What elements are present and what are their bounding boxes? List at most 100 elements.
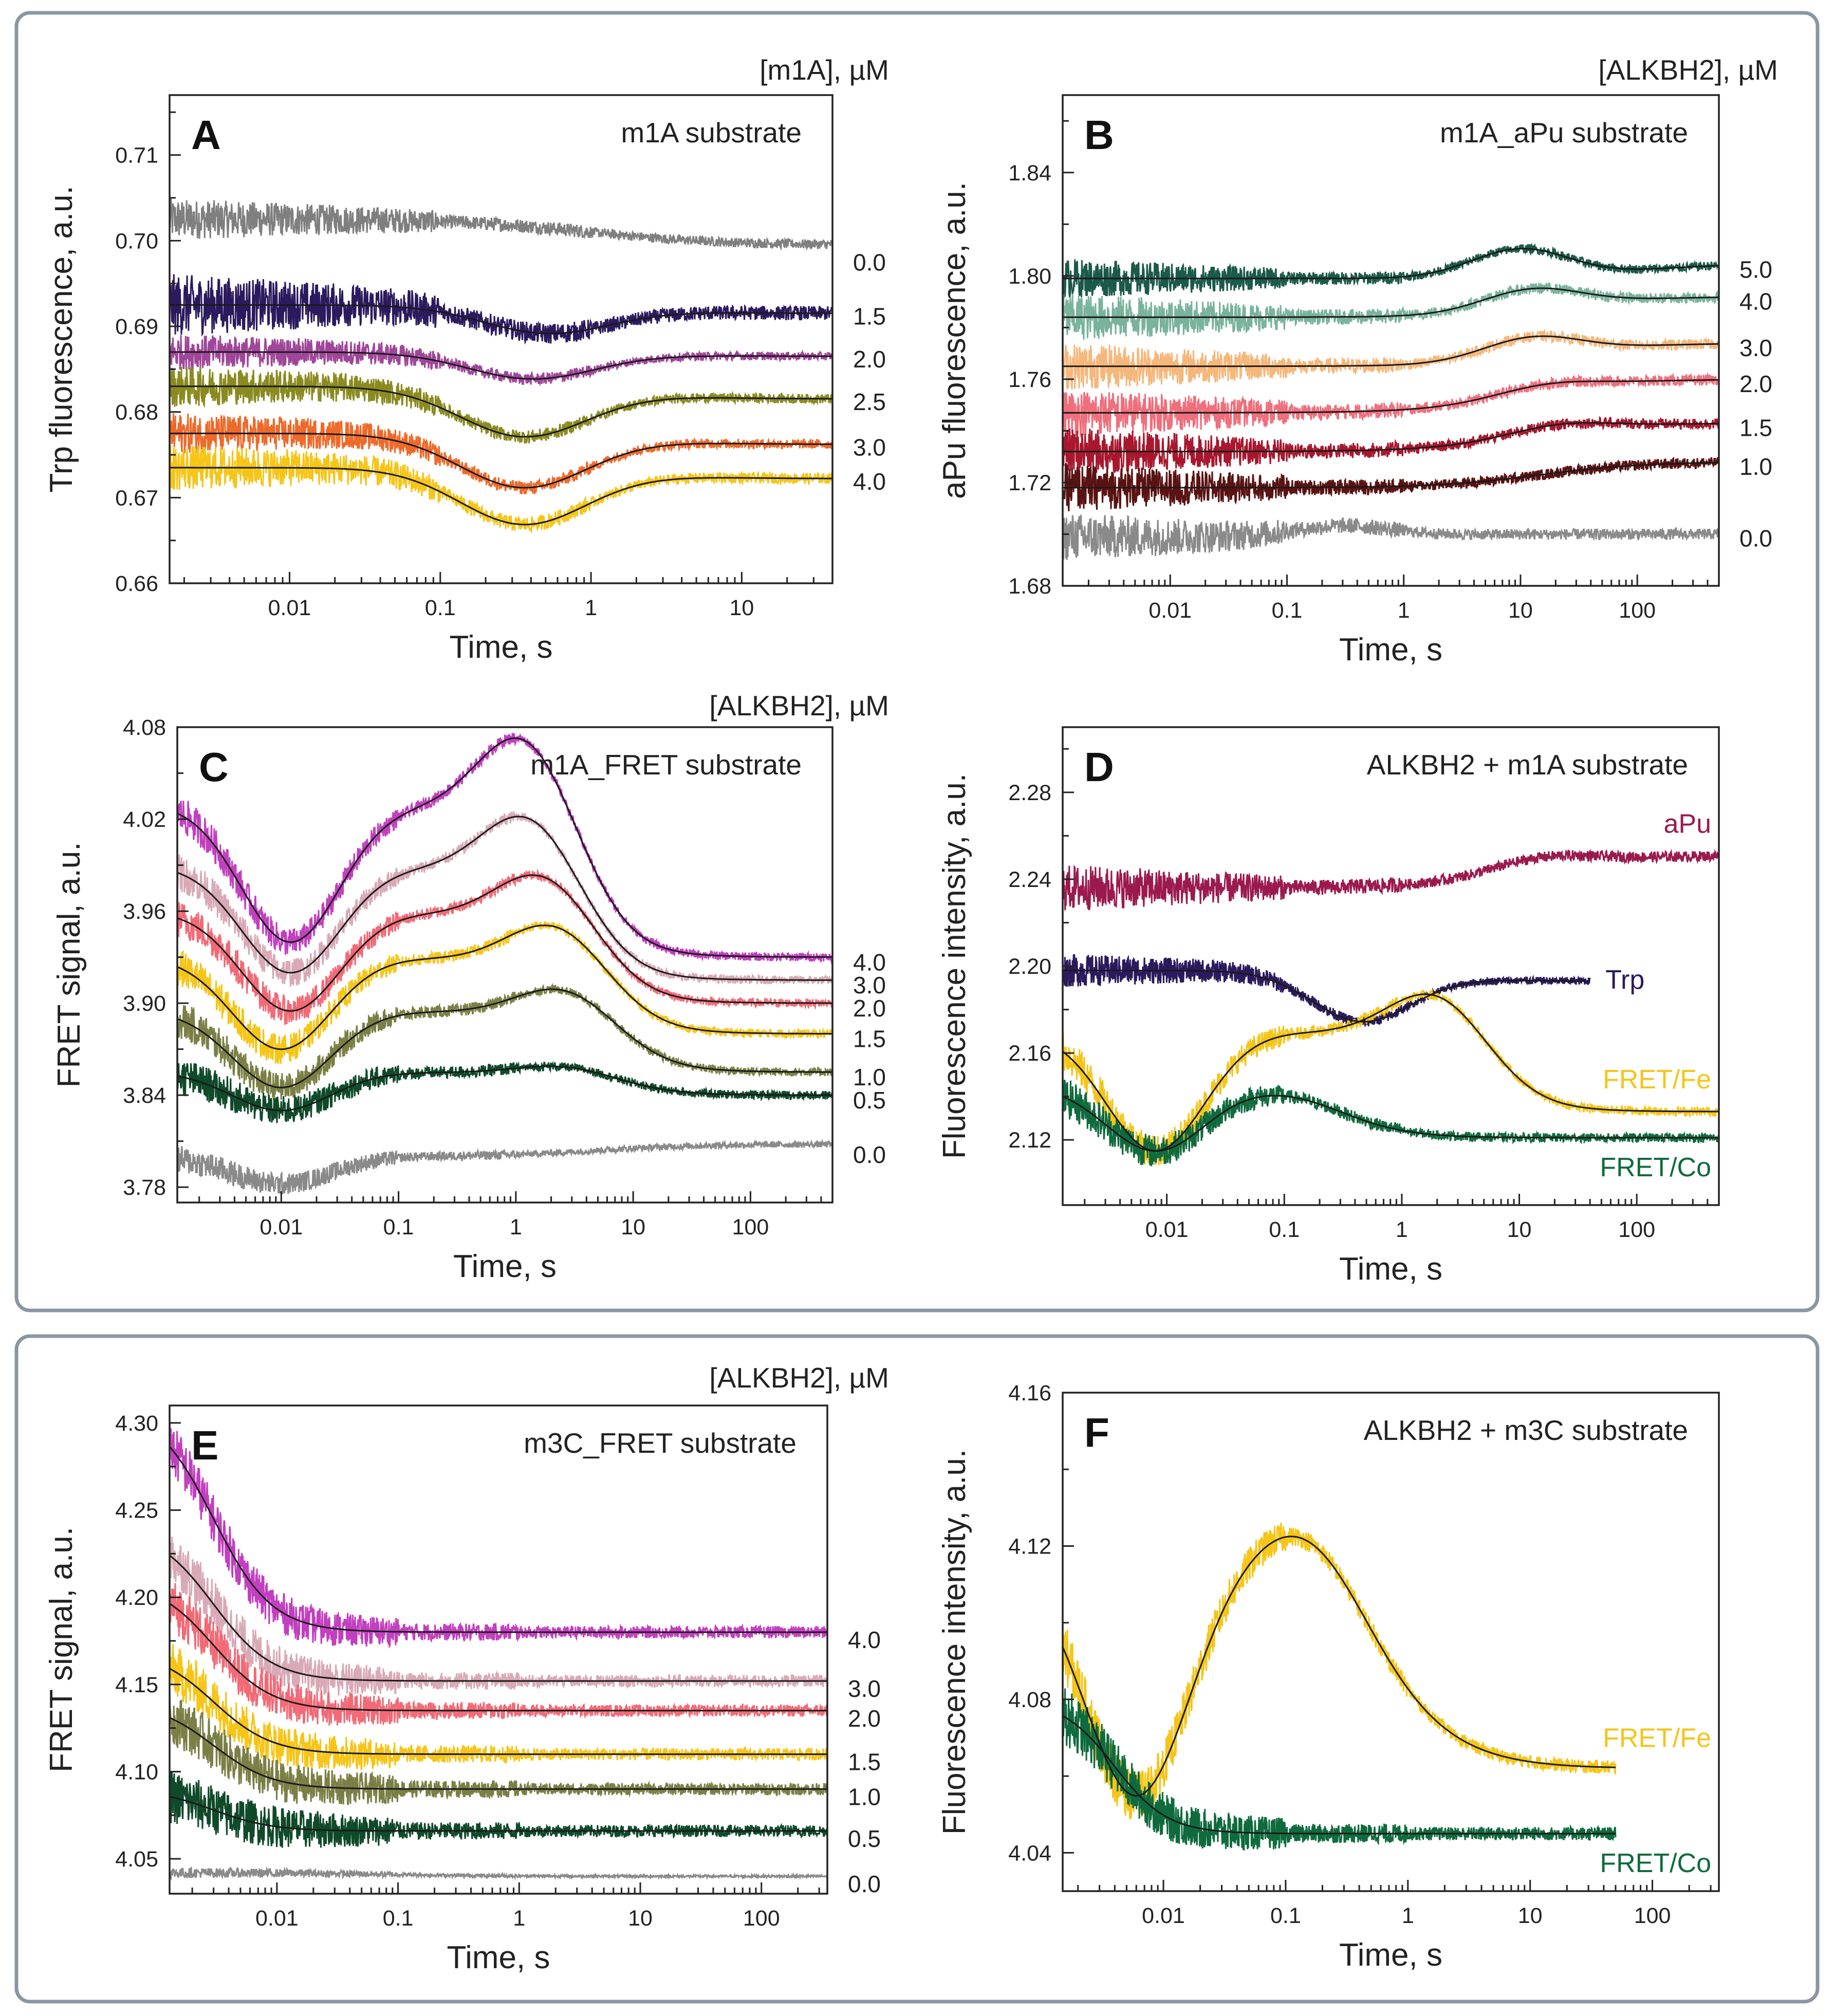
series-e-6	[170, 1866, 827, 1881]
fit-a-5	[170, 467, 832, 526]
fit-a-1	[170, 304, 832, 335]
panel-e: 0.01 0.1 1 10 100 4.05 4.10 4.15 4.20 4.25 4.30 Tim…	[44, 1362, 889, 1975]
legend-title: [ALKBH2], µM	[709, 690, 889, 722]
fit-c-4	[177, 988, 832, 1088]
series-label: 3.0	[848, 1675, 881, 1702]
panel-title: m1A_aPu substrate	[1440, 117, 1688, 149]
x-axis-label: Time, s	[450, 630, 553, 665]
panel-letter: C	[199, 744, 229, 790]
x-tick-label: 0.1	[425, 596, 456, 620]
axes-box	[169, 1404, 828, 1895]
series-e-5	[170, 1771, 827, 1848]
series-b-5	[1063, 456, 1719, 511]
y-tick-label: 2.24	[1008, 867, 1051, 892]
x-tick-label: 0.1	[1272, 598, 1303, 623]
series-label: 4.0	[853, 949, 886, 975]
series-b-6	[1063, 514, 1719, 560]
fit-d-2	[1063, 993, 1719, 1152]
panel-letter: B	[1084, 112, 1114, 158]
x-tick-label: 0.01	[268, 596, 311, 620]
fit-c-5	[177, 1065, 832, 1112]
x-tick-label: 0.1	[383, 1906, 414, 1931]
x-tick-label: 10	[729, 596, 754, 620]
series-b-3	[1063, 372, 1719, 439]
series-b-4	[1063, 416, 1719, 474]
series-label: 0.5	[853, 1087, 886, 1114]
panel-letter: A	[191, 112, 221, 158]
y-tick-label: 1.76	[1008, 367, 1051, 392]
legend-title: [m1A], µM	[759, 54, 889, 86]
y-tick-label: 4.08	[123, 715, 166, 740]
fit-a-2	[170, 351, 832, 380]
fit-b-4	[1063, 422, 1719, 453]
x-axis-label: Time, s	[1339, 1251, 1442, 1287]
y-tick-label: 1.84	[1008, 161, 1051, 186]
series-label: 1.0	[1739, 453, 1772, 480]
panel-title: m1A substrate	[621, 117, 802, 149]
y-tick-label: 0.71	[115, 143, 158, 168]
frame-top	[14, 11, 1820, 1312]
fit-b-1	[1063, 287, 1719, 318]
y-tick-label: 2.28	[1008, 781, 1051, 805]
panel-title: m1A_FRET substrate	[530, 749, 802, 781]
series-label: FRET/Fe	[1603, 1723, 1711, 1753]
panel-b: 0.01 0.1 1 10 100 1.68 1.72 1.76 1.80 1.84 Time, s…	[937, 54, 1778, 668]
fit-b-3	[1063, 379, 1719, 414]
x-axis-label: Time, s	[1339, 1937, 1442, 1973]
series-a-3	[170, 366, 832, 444]
y-axis-label: FRET signal, a.u.	[44, 1527, 79, 1772]
series-c-1	[177, 811, 832, 987]
fit-b-2	[1063, 335, 1719, 367]
x-tick-label: 10	[628, 1906, 653, 1931]
y-tick-label: 3.84	[123, 1083, 166, 1108]
series-label: 3.0	[853, 434, 886, 460]
fit-c-0	[177, 737, 832, 958]
x-tick-label: 10	[621, 1215, 645, 1240]
series-label: 3.0	[853, 972, 886, 998]
series-label: 2.0	[848, 1705, 881, 1732]
fit-e-4	[170, 1717, 827, 1790]
series-label: 2.0	[1739, 371, 1772, 397]
x-tick-label: 0.01	[1148, 598, 1192, 623]
series-a-0	[170, 198, 832, 251]
y-tick-label: 4.05	[115, 1847, 158, 1872]
series-label: 0.0	[853, 1141, 886, 1168]
y-tick-label: 4.25	[115, 1499, 158, 1523]
series-label: 0.5	[848, 1825, 881, 1852]
y-tick-label: 4.12	[1008, 1534, 1051, 1559]
fit-e-2	[170, 1603, 827, 1712]
fit-d-3	[1063, 1095, 1719, 1152]
series-e-2	[170, 1583, 827, 1726]
series-f-1	[1063, 1688, 1617, 1851]
fit-b-0	[1063, 248, 1719, 280]
panel-d: 0.01 0.1 1 10 100 2.12 2.16 2.20 2.24 2.28 Time, s…	[937, 726, 1720, 1287]
x-tick-label: 100	[732, 1215, 769, 1240]
x-axis-label: Time, s	[1339, 632, 1442, 668]
fit-e-1	[170, 1555, 827, 1682]
fit-b-5	[1063, 461, 1719, 489]
series-label: 2.0	[853, 995, 886, 1022]
x-tick-label: 0.1	[383, 1215, 414, 1240]
panel-title: m3C_FRET substrate	[524, 1427, 796, 1459]
y-tick-label: 4.15	[115, 1673, 158, 1697]
panel-letter: D	[1084, 744, 1114, 790]
fit-c-2	[177, 874, 832, 1012]
y-tick-label: 0.70	[115, 229, 158, 253]
fit-c-3	[177, 924, 832, 1050]
y-tick-label: 1.72	[1008, 471, 1051, 495]
series-label: 1.5	[853, 303, 886, 330]
y-tick-label: 0.67	[115, 486, 158, 510]
series-label: FRET/Co	[1600, 1848, 1711, 1878]
fit-f-1	[1063, 1715, 1616, 1835]
x-tick-label: 0.1	[1270, 1903, 1301, 1928]
y-axis-label: FRET signal, a.u.	[51, 842, 87, 1088]
y-tick-label: 4.10	[115, 1760, 158, 1785]
series-label: 1.5	[1739, 414, 1772, 441]
x-tick-label: 100	[1618, 1217, 1655, 1242]
fit-a-4	[170, 432, 832, 489]
series-label: 1.5	[853, 1026, 886, 1052]
x-tick-label: 10	[1518, 1903, 1543, 1928]
series-b-0	[1063, 243, 1719, 298]
y-tick-label: 0.68	[115, 400, 158, 425]
series-a-1	[170, 274, 832, 345]
